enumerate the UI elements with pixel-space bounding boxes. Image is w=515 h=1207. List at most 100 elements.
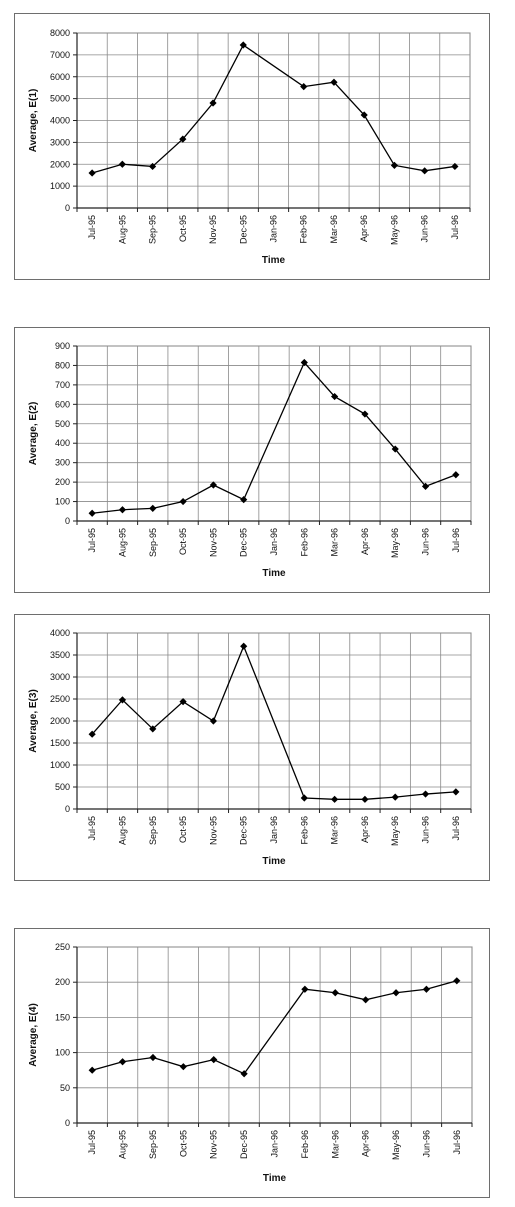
x-axis-title: Time bbox=[262, 856, 286, 867]
y-tick-label: 4000 bbox=[50, 628, 70, 638]
data-point bbox=[118, 696, 127, 704]
x-tick-label: Jul-96 bbox=[451, 528, 461, 553]
data-point bbox=[391, 445, 399, 453]
x-tick-label: Mar-96 bbox=[329, 215, 339, 244]
x-tick-label: Jun-96 bbox=[421, 1130, 431, 1158]
chart-svg-2: 0 100 200 300 400 500 600 700 800 900 Jul-95 Aug-95… bbox=[28, 341, 472, 579]
data-point bbox=[453, 977, 461, 985]
x-tick-label: Apr-96 bbox=[360, 816, 370, 843]
y-tick-label: 8000 bbox=[50, 28, 70, 38]
plot-area bbox=[76, 345, 472, 522]
y-tick-label: 5000 bbox=[50, 94, 70, 104]
x-tick-label: Sep-95 bbox=[148, 816, 158, 845]
data-point bbox=[118, 506, 127, 514]
data-point bbox=[360, 111, 368, 119]
x-tick-label: Mar-96 bbox=[330, 528, 340, 557]
data-point bbox=[331, 989, 339, 997]
data-point bbox=[421, 167, 429, 175]
x-tick-label: May-96 bbox=[390, 528, 400, 558]
y-tick-label: 500 bbox=[55, 782, 70, 792]
x-tick-label: Oct-95 bbox=[178, 816, 188, 843]
x-tick-label: Oct-95 bbox=[178, 528, 188, 555]
x-tick-label: Mar-96 bbox=[330, 816, 340, 845]
y-tick-label: 3000 bbox=[50, 137, 70, 147]
data-point bbox=[88, 1066, 96, 1074]
x-tick-label: Oct-95 bbox=[178, 1130, 188, 1157]
y-axis-title: Average, E(3) bbox=[28, 689, 39, 753]
x-tick-label: Feb-96 bbox=[299, 215, 309, 244]
y-tick-label: 200 bbox=[55, 477, 70, 487]
y-tick-label: 0 bbox=[65, 203, 70, 213]
x-tick-label: Apr-96 bbox=[359, 215, 369, 242]
data-point bbox=[452, 788, 460, 796]
x-tick-label: Jun-96 bbox=[421, 816, 431, 844]
x-tick-label: Oct-95 bbox=[178, 215, 188, 242]
data-point bbox=[391, 793, 399, 801]
y-tick-label: 900 bbox=[55, 341, 70, 351]
data-point bbox=[330, 78, 338, 86]
y-tick-label: 3000 bbox=[50, 672, 70, 682]
series-line bbox=[92, 361, 457, 514]
y-axis-title: Average, E(2) bbox=[28, 402, 39, 466]
data-point bbox=[118, 160, 126, 168]
chart-svg-3: 0 500 1000 1500 2000 2500 3000 3500 4000 Jul-95 Au… bbox=[28, 628, 472, 867]
series-line bbox=[92, 980, 457, 1075]
x-tick-label: Sep-95 bbox=[148, 1130, 158, 1159]
data-point bbox=[300, 358, 308, 367]
data-point bbox=[88, 169, 96, 177]
x-tick-label: Jun-96 bbox=[421, 528, 431, 556]
data-point bbox=[451, 162, 459, 171]
y-tick-label: 400 bbox=[55, 438, 70, 448]
x-tick-label: Mar-96 bbox=[330, 1130, 340, 1159]
data-point bbox=[390, 161, 399, 169]
x-tick-label: Jan-96 bbox=[270, 1130, 280, 1158]
y-axis-title: Average, E(4) bbox=[28, 1003, 39, 1067]
x-tick-label: Jan-96 bbox=[269, 816, 279, 844]
x-tick-label: Jul-96 bbox=[450, 215, 460, 240]
chart-svg-4: 0 50 100 150 200 250 Jul-95 Aug-95 Sep-95 Oct-95 N… bbox=[28, 942, 473, 1184]
y-tick-label: 0 bbox=[65, 804, 70, 814]
x-tick-label: May-96 bbox=[390, 816, 400, 846]
data-point bbox=[300, 794, 308, 802]
y-tick-label: 7000 bbox=[50, 50, 70, 60]
x-tick-label: Jul-95 bbox=[87, 816, 97, 841]
data-point bbox=[88, 509, 96, 517]
y-tick-label: 0 bbox=[65, 1118, 70, 1128]
x-tick-label: Jul-95 bbox=[87, 1130, 97, 1155]
x-tick-label: May-96 bbox=[389, 215, 399, 245]
y-tick-label: 1000 bbox=[50, 760, 70, 770]
data-point bbox=[239, 41, 247, 49]
y-tick-label: 250 bbox=[55, 942, 70, 952]
y-tick-label: 2000 bbox=[50, 159, 70, 169]
x-tick-label: Nov-95 bbox=[209, 1130, 219, 1159]
y-tick-label: 2000 bbox=[50, 716, 70, 726]
data-point bbox=[209, 99, 217, 107]
chart-panel-2: 0 100 200 300 400 500 600 700 800 900 Jul-95 Aug-95… bbox=[14, 327, 490, 593]
data-point bbox=[240, 1070, 248, 1078]
x-tick-label: Jul-95 bbox=[87, 215, 97, 240]
y-tick-label: 200 bbox=[55, 977, 70, 987]
data-point bbox=[300, 82, 308, 91]
plot-area bbox=[76, 946, 473, 1124]
data-point bbox=[210, 1056, 218, 1064]
x-tick-label: Dec-95 bbox=[239, 1130, 249, 1159]
x-tick-label: Feb-96 bbox=[299, 528, 309, 557]
x-tick-label: Jan-96 bbox=[269, 215, 279, 243]
y-tick-label: 6000 bbox=[50, 72, 70, 82]
chart-panel-4: 0 50 100 150 200 250 Jul-95 Aug-95 Sep-95 Oct-95 N… bbox=[14, 928, 490, 1198]
chart-panel-3: 0 500 1000 1500 2000 2500 3000 3500 4000 Jul-95 Au… bbox=[14, 614, 490, 881]
data-point bbox=[179, 497, 187, 506]
y-tick-label: 2500 bbox=[50, 694, 70, 704]
x-tick-label: Aug-95 bbox=[117, 816, 127, 845]
y-tick-label: 50 bbox=[60, 1083, 70, 1093]
data-point bbox=[209, 717, 217, 725]
data-point bbox=[240, 642, 248, 650]
data-point bbox=[118, 1058, 127, 1066]
x-tick-label: Dec-95 bbox=[238, 215, 248, 244]
x-tick-label: Jun-96 bbox=[420, 215, 430, 243]
x-tick-label: Sep-95 bbox=[148, 215, 158, 244]
y-tick-label: 0 bbox=[65, 516, 70, 526]
x-tick-label: Feb-96 bbox=[299, 816, 309, 845]
y-tick-label: 800 bbox=[55, 360, 70, 370]
x-tick-label: Feb-96 bbox=[300, 1130, 310, 1159]
